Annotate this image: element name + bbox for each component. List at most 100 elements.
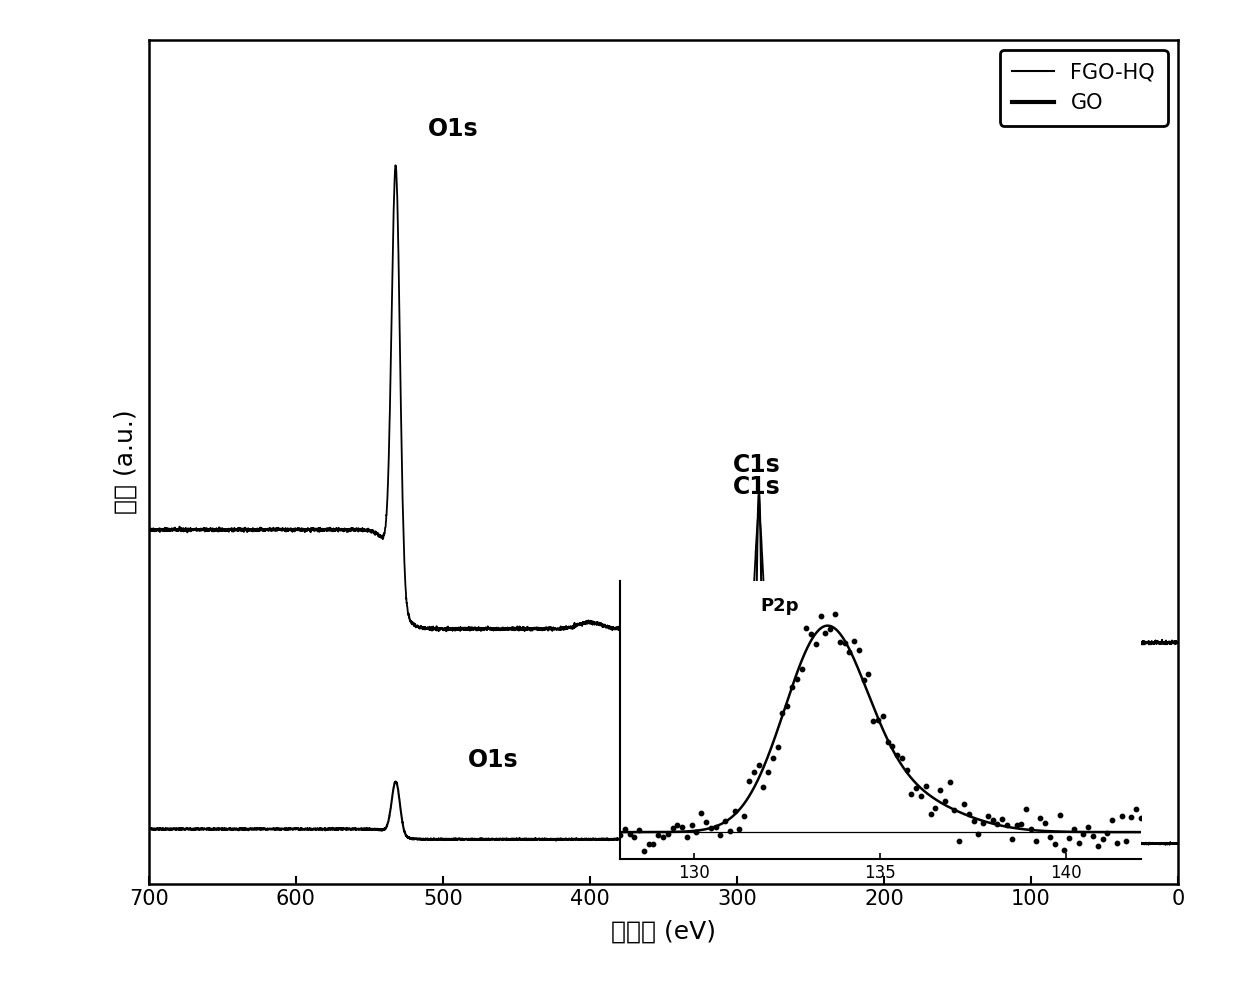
Y-axis label: 强度 (a.u.): 强度 (a.u.): [114, 409, 138, 514]
Point: [983, 812, 1003, 828]
Point: [677, 829, 697, 845]
Point: [997, 817, 1017, 833]
Text: C1s: C1s: [733, 453, 780, 477]
X-axis label: 结合能 (eV): 结合能 (eV): [611, 920, 715, 943]
Point: [1107, 835, 1127, 851]
Point: [897, 762, 916, 778]
Point: [849, 641, 869, 657]
Point: [825, 606, 844, 622]
Point: [696, 814, 715, 830]
Point: [734, 808, 754, 824]
Point: [863, 713, 883, 729]
Point: [968, 825, 988, 841]
Point: [749, 757, 769, 773]
Point: [653, 829, 673, 845]
Point: [835, 636, 854, 651]
GO: [751, 486, 766, 497]
Point: [916, 779, 936, 794]
Point: [724, 803, 744, 819]
Point: [1131, 810, 1151, 826]
Point: [1102, 812, 1122, 828]
Point: [1030, 810, 1050, 826]
Point: [844, 634, 864, 649]
Point: [1064, 821, 1084, 837]
Point: [634, 843, 653, 859]
Point: [692, 805, 712, 821]
Point: [954, 795, 973, 811]
Line: FGO-HQ: FGO-HQ: [149, 165, 1178, 645]
Point: [987, 816, 1007, 832]
Point: [615, 820, 635, 836]
Point: [620, 826, 640, 842]
Point: [878, 734, 898, 750]
Point: [754, 779, 774, 794]
GO: [529, 833, 544, 845]
FGO-HQ: [410, 622, 425, 634]
Point: [1002, 830, 1022, 846]
Point: [682, 817, 702, 833]
GO: [196, 823, 211, 835]
Point: [992, 811, 1012, 827]
Text: C1s: C1s: [733, 476, 780, 499]
Point: [811, 608, 831, 624]
Point: [1116, 833, 1136, 849]
Point: [758, 764, 777, 780]
Point: [720, 822, 740, 838]
Point: [1035, 815, 1055, 831]
Point: [706, 819, 725, 835]
Point: [729, 821, 749, 837]
Point: [892, 751, 911, 767]
Point: [649, 827, 668, 843]
Point: [1021, 821, 1040, 837]
Point: [610, 827, 630, 843]
Point: [629, 821, 649, 837]
Point: [911, 788, 931, 804]
Point: [950, 832, 970, 848]
Point: [839, 644, 859, 660]
FGO-HQ: [551, 624, 565, 636]
Point: [715, 812, 735, 828]
GO: [551, 834, 565, 846]
Point: [1087, 838, 1107, 854]
Point: [1092, 830, 1112, 846]
Point: [1083, 828, 1102, 844]
Point: [868, 712, 888, 728]
Point: [801, 627, 821, 642]
Point: [777, 698, 797, 714]
Point: [906, 780, 926, 795]
Point: [711, 827, 730, 843]
Point: [763, 751, 782, 767]
Point: [901, 786, 921, 802]
Point: [920, 806, 940, 822]
GO: [838, 837, 853, 849]
Point: [773, 705, 792, 721]
Text: O1s: O1s: [428, 117, 479, 141]
Point: [791, 661, 811, 677]
Point: [1059, 830, 1079, 846]
GO: [410, 833, 425, 845]
Point: [935, 793, 955, 809]
Point: [1025, 833, 1045, 849]
Point: [821, 621, 841, 637]
Point: [639, 836, 658, 852]
Line: GO: GO: [149, 492, 1178, 845]
Point: [672, 819, 692, 835]
Point: [963, 813, 983, 829]
Point: [1069, 835, 1089, 851]
Point: [930, 781, 950, 797]
Point: [667, 816, 687, 832]
Point: [887, 748, 906, 764]
Point: [1112, 808, 1132, 824]
Point: [744, 765, 764, 780]
FGO-HQ: [838, 638, 853, 649]
Point: [1054, 842, 1074, 858]
Point: [662, 820, 682, 836]
Point: [1079, 819, 1099, 835]
Point: [854, 672, 874, 688]
Point: [945, 802, 965, 818]
Point: [739, 774, 759, 789]
FGO-HQ: [1171, 637, 1185, 648]
Point: [806, 636, 826, 651]
Point: [816, 625, 836, 640]
Point: [1040, 829, 1060, 845]
